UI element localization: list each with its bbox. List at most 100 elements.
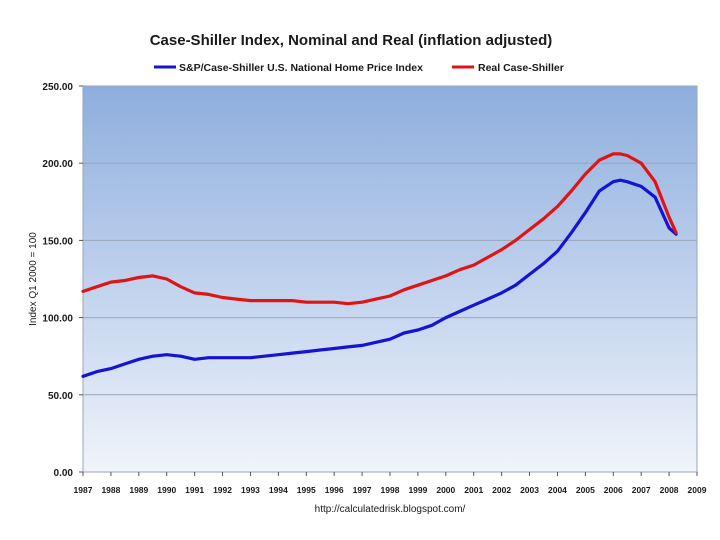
data-point-nominal	[667, 226, 671, 230]
data-point-real	[109, 280, 113, 284]
data-point-real	[416, 283, 420, 287]
data-point-real	[626, 154, 629, 157]
data-point-nominal	[374, 341, 378, 344]
data-point-nominal	[332, 347, 336, 350]
data-point-real	[639, 162, 643, 165]
data-point-real	[221, 296, 224, 299]
x-tick-label: 2006	[604, 485, 623, 495]
data-point-real	[500, 248, 503, 251]
data-point-real	[207, 293, 210, 296]
data-point-real	[570, 189, 573, 193]
data-point-real	[667, 216, 671, 219]
data-point-real	[486, 256, 489, 259]
data-point-nominal	[388, 338, 392, 341]
data-point-real	[263, 299, 266, 302]
data-point-real	[137, 276, 141, 279]
data-point-nominal	[612, 180, 615, 183]
data-point-nominal	[81, 375, 85, 378]
x-tick-label: 2009	[688, 485, 707, 495]
data-point-nominal	[542, 262, 545, 265]
data-point-real	[674, 231, 678, 234]
data-point-nominal	[165, 353, 168, 356]
chart-title: Case-Shiller Index, Nominal and Real (in…	[150, 32, 553, 49]
data-point-real	[235, 297, 238, 301]
data-point-real	[95, 285, 99, 288]
y-tick-label: 100.00	[42, 314, 73, 325]
data-point-real	[444, 274, 448, 278]
data-point-real	[458, 268, 461, 271]
x-tick-label: 1996	[325, 485, 344, 495]
data-point-real	[402, 288, 406, 292]
x-tick-label: 1995	[297, 485, 316, 495]
data-point-nominal	[179, 355, 182, 358]
x-tick-label: 1991	[185, 485, 204, 495]
data-point-nominal	[500, 291, 503, 295]
data-point-real	[556, 205, 559, 208]
plot-area	[82, 85, 698, 473]
data-point-nominal	[486, 297, 489, 301]
x-tick-label: 1988	[101, 485, 120, 495]
data-point-real	[81, 290, 85, 293]
data-point-nominal	[277, 353, 280, 356]
data-point-real	[165, 277, 168, 281]
data-point-nominal	[430, 324, 434, 327]
x-tick-label: 2004	[548, 485, 567, 495]
data-point-real	[151, 274, 154, 278]
x-tick-label: 1990	[157, 485, 176, 495]
data-point-real	[346, 302, 350, 305]
data-point-nominal	[151, 355, 154, 358]
x-tick-label: 2002	[492, 485, 511, 495]
data-point-nominal	[402, 331, 406, 335]
data-point-nominal	[653, 195, 657, 199]
x-tick-label: 2003	[520, 485, 539, 495]
y-axis: 0.00 50.00 100.00 150.00 200.00 250.00	[42, 82, 83, 479]
data-point-nominal	[319, 348, 322, 352]
data-point-nominal	[639, 185, 643, 188]
x-tick-label: 2000	[436, 485, 455, 495]
data-point-real	[430, 279, 434, 282]
data-point-nominal	[249, 356, 252, 359]
data-point-nominal	[598, 189, 601, 193]
data-point-real	[528, 228, 531, 231]
y-tick-label: 0.00	[54, 468, 74, 479]
data-point-real	[653, 180, 657, 183]
source-url: http://calculatedrisk.blogspot.com/	[315, 504, 466, 515]
data-point-nominal	[360, 344, 364, 347]
x-tick-label: 1989	[129, 485, 148, 495]
data-point-nominal	[570, 231, 573, 234]
data-point-real	[584, 172, 587, 176]
data-point-real	[374, 297, 378, 301]
data-point-nominal	[123, 362, 127, 366]
data-point-real	[360, 300, 364, 304]
x-tick-label: 2005	[576, 485, 595, 495]
data-point-nominal	[291, 351, 294, 355]
data-point-nominal	[556, 250, 559, 253]
y-tick-label: 200.00	[42, 159, 73, 170]
y-tick-label: 50.00	[48, 391, 73, 402]
data-point-nominal	[346, 345, 350, 349]
data-point-nominal	[528, 273, 531, 276]
data-point-real	[514, 239, 517, 242]
data-point-nominal	[305, 350, 308, 353]
x-tick-label: 2007	[632, 485, 651, 495]
data-point-nominal	[109, 367, 113, 370]
x-tick-label: 2001	[464, 485, 483, 495]
data-point-nominal	[444, 316, 448, 319]
data-point-nominal	[221, 356, 224, 359]
y-axis-label: Index Q1 2000 = 100	[28, 232, 39, 326]
data-point-real	[305, 300, 308, 304]
x-tick-label: 1997	[353, 485, 372, 495]
x-tick-label: 1999	[408, 485, 427, 495]
data-point-nominal	[207, 356, 210, 359]
x-tick-label: 1994	[269, 485, 288, 495]
series-layer	[81, 152, 678, 378]
data-point-real	[291, 299, 294, 302]
data-point-real	[388, 294, 392, 298]
data-point-real	[472, 263, 475, 267]
data-point-real	[249, 299, 252, 302]
data-point-nominal	[514, 283, 517, 287]
data-point-nominal	[619, 178, 622, 182]
x-tick-label: 1987	[74, 485, 93, 495]
data-point-nominal	[193, 358, 196, 361]
legend: S&P/Case-Shiller U.S. National Home Pric…	[154, 62, 564, 74]
